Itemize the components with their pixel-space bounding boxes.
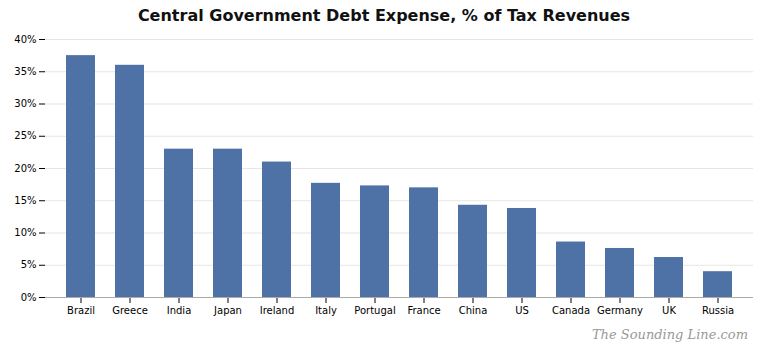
svg-text:France: France (407, 305, 440, 316)
svg-text:15%: 15% (14, 195, 36, 206)
svg-text:Brazil: Brazil (67, 305, 95, 316)
svg-text:Greece: Greece (112, 305, 148, 316)
svg-text:China: China (459, 305, 488, 316)
svg-text:Ireland: Ireland (260, 305, 295, 316)
svg-text:Italy: Italy (315, 305, 337, 316)
html-text:Central Government Debt Expens: Central Government Debt Expense, % of Ta… (137, 6, 631, 25)
svg-text:US: US (515, 305, 529, 316)
svg-text:UK: UK (662, 305, 676, 316)
svg-text:Portugal: Portugal (354, 305, 395, 316)
svg-text:40%: 40% (14, 34, 36, 45)
svg-text:Canada: Canada (552, 305, 590, 316)
svg-text:Japan: Japan (213, 305, 242, 316)
svg-text:10%: 10% (14, 227, 36, 238)
svg-text:35%: 35% (14, 66, 36, 77)
svg-text:0%: 0% (21, 292, 37, 303)
svg-text:25%: 25% (14, 130, 36, 141)
svg-text:Germany: Germany (597, 305, 643, 316)
svg-text:Russia: Russia (702, 305, 734, 316)
svg-text:30%: 30% (14, 98, 36, 109)
html-text:The Sounding Line.com: The Sounding Line.com (591, 327, 748, 342)
svg-text:India: India (167, 305, 192, 316)
svg-text:20%: 20% (14, 163, 36, 174)
svg-text:5%: 5% (21, 259, 37, 270)
